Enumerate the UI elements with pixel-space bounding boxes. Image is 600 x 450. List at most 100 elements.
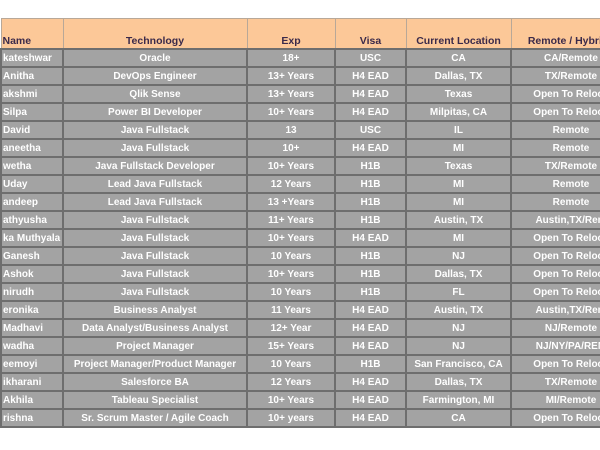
cell-exp[interactable]: 12+ Year	[246, 318, 336, 338]
cell-technology[interactable]: Tableau Specialist	[62, 390, 248, 410]
cell-visa[interactable]: USC	[334, 48, 407, 68]
cell-name[interactable]: aneetha	[0, 138, 64, 158]
cell-technology[interactable]: Java Fullstack	[62, 138, 248, 158]
cell-technology[interactable]: Salesforce BA	[62, 372, 248, 392]
cell-exp[interactable]: 12 Years	[246, 174, 336, 194]
cell-name[interactable]: wetha	[0, 156, 64, 176]
cell-remote[interactable]: Open To Reloca	[510, 228, 600, 248]
cell-location[interactable]: CA	[405, 48, 512, 68]
cell-remote[interactable]: Austin,TX/Rem	[510, 210, 600, 230]
cell-name[interactable]: nirudh	[0, 282, 64, 302]
cell-remote[interactable]: Open To Reloca	[510, 282, 600, 302]
cell-visa[interactable]: H1B	[334, 264, 407, 284]
cell-location[interactable]: Dallas, TX	[405, 264, 512, 284]
cell-remote[interactable]: Open To Reloca	[510, 84, 600, 104]
cell-location[interactable]: Milpitas, CA	[405, 102, 512, 122]
cell-exp[interactable]: 10+ Years	[246, 390, 336, 410]
cell-technology[interactable]: Power BI Developer	[62, 102, 248, 122]
cell-location[interactable]: CA	[405, 408, 512, 428]
cell-exp[interactable]: 13+ Years	[246, 66, 336, 86]
cell-exp[interactable]: 18+	[246, 48, 336, 68]
cell-location[interactable]: Farmington, MI	[405, 390, 512, 410]
cell-name[interactable]: eemoyi	[0, 354, 64, 374]
cell-visa[interactable]: H4 EAD	[334, 300, 407, 320]
cell-visa[interactable]: H4 EAD	[334, 336, 407, 356]
cell-name[interactable]: ka Muthyala	[0, 228, 64, 248]
cell-name[interactable]: akshmi	[0, 84, 64, 104]
cell-technology[interactable]: Business Analyst	[62, 300, 248, 320]
cell-visa[interactable]: H4 EAD	[334, 318, 407, 338]
cell-visa[interactable]: H4 EAD	[334, 84, 407, 104]
cell-exp[interactable]: 13 +Years	[246, 192, 336, 212]
cell-remote[interactable]: TX/Remote	[510, 156, 600, 176]
cell-remote[interactable]: Remote	[510, 138, 600, 158]
cell-location[interactable]: MI	[405, 192, 512, 212]
cell-remote[interactable]: Open To Reloca	[510, 246, 600, 266]
cell-visa[interactable]: H4 EAD	[334, 228, 407, 248]
cell-location[interactable]: MI	[405, 174, 512, 194]
cell-location[interactable]: Texas	[405, 84, 512, 104]
cell-location[interactable]: IL	[405, 120, 512, 140]
cell-location[interactable]: Dallas, TX	[405, 66, 512, 86]
cell-name[interactable]: Madhavi	[0, 318, 64, 338]
cell-exp[interactable]: 10+	[246, 138, 336, 158]
cell-visa[interactable]: USC	[334, 120, 407, 140]
cell-technology[interactable]: Sr. Scrum Master / Agile Coach	[62, 408, 248, 428]
cell-name[interactable]: andeep	[0, 192, 64, 212]
cell-name[interactable]: Silpa	[0, 102, 64, 122]
cell-technology[interactable]: Java Fullstack Developer	[62, 156, 248, 176]
cell-remote[interactable]: Remote	[510, 120, 600, 140]
cell-name[interactable]: athyusha	[0, 210, 64, 230]
cell-visa[interactable]: H4 EAD	[334, 372, 407, 392]
cell-exp[interactable]: 10+ Years	[246, 102, 336, 122]
cell-visa[interactable]: H1B	[334, 210, 407, 230]
cell-location[interactable]: NJ	[405, 318, 512, 338]
cell-exp[interactable]: 10+ Years	[246, 156, 336, 176]
cell-visa[interactable]: H4 EAD	[334, 66, 407, 86]
cell-technology[interactable]: Qlik Sense	[62, 84, 248, 104]
cell-name[interactable]: Akhila	[0, 390, 64, 410]
cell-exp[interactable]: 13	[246, 120, 336, 140]
cell-location[interactable]: Austin, TX	[405, 300, 512, 320]
cell-technology[interactable]: Java Fullstack	[62, 228, 248, 248]
cell-name[interactable]: rishna	[0, 408, 64, 428]
cell-name[interactable]: Ganesh	[0, 246, 64, 266]
cell-exp[interactable]: 10 Years	[246, 246, 336, 266]
cell-name[interactable]: Ashok	[0, 264, 64, 284]
cell-technology[interactable]: Java Fullstack	[62, 120, 248, 140]
cell-location[interactable]: Texas	[405, 156, 512, 176]
cell-remote[interactable]: Open To Reloca	[510, 408, 600, 428]
cell-visa[interactable]: H1B	[334, 192, 407, 212]
cell-exp[interactable]: 10 Years	[246, 354, 336, 374]
cell-technology[interactable]: DevOps Engineer	[62, 66, 248, 86]
cell-location[interactable]: Austin, TX	[405, 210, 512, 230]
cell-visa[interactable]: H1B	[334, 282, 407, 302]
cell-name[interactable]: Anitha	[0, 66, 64, 86]
cell-technology[interactable]: Lead Java Fullstack	[62, 174, 248, 194]
cell-visa[interactable]: H1B	[334, 174, 407, 194]
cell-location[interactable]: FL	[405, 282, 512, 302]
cell-technology[interactable]: Project Manager/Product Manager	[62, 354, 248, 374]
cell-exp[interactable]: 10+ years	[246, 408, 336, 428]
cell-technology[interactable]: Data Analyst/Business Analyst	[62, 318, 248, 338]
cell-technology[interactable]: Lead Java Fullstack	[62, 192, 248, 212]
cell-remote[interactable]: TX/Remote	[510, 66, 600, 86]
cell-exp[interactable]: 11 Years	[246, 300, 336, 320]
cell-exp[interactable]: 12 Years	[246, 372, 336, 392]
cell-visa[interactable]: H4 EAD	[334, 138, 407, 158]
cell-visa[interactable]: H4 EAD	[334, 390, 407, 410]
cell-location[interactable]: NJ	[405, 336, 512, 356]
cell-visa[interactable]: H1B	[334, 156, 407, 176]
cell-remote[interactable]: TX/Remote	[510, 372, 600, 392]
cell-remote[interactable]: NJ/Remote	[510, 318, 600, 338]
cell-visa[interactable]: H1B	[334, 246, 407, 266]
cell-technology[interactable]: Project Manager	[62, 336, 248, 356]
cell-remote[interactable]: Open To Reloca	[510, 102, 600, 122]
cell-technology[interactable]: Java Fullstack	[62, 246, 248, 266]
cell-visa[interactable]: H4 EAD	[334, 102, 407, 122]
cell-name[interactable]: wadha	[0, 336, 64, 356]
cell-remote[interactable]: NJ/NY/PA/REM	[510, 336, 600, 356]
cell-location[interactable]: Dallas, TX	[405, 372, 512, 392]
cell-name[interactable]: ikharani	[0, 372, 64, 392]
cell-visa[interactable]: H1B	[334, 354, 407, 374]
